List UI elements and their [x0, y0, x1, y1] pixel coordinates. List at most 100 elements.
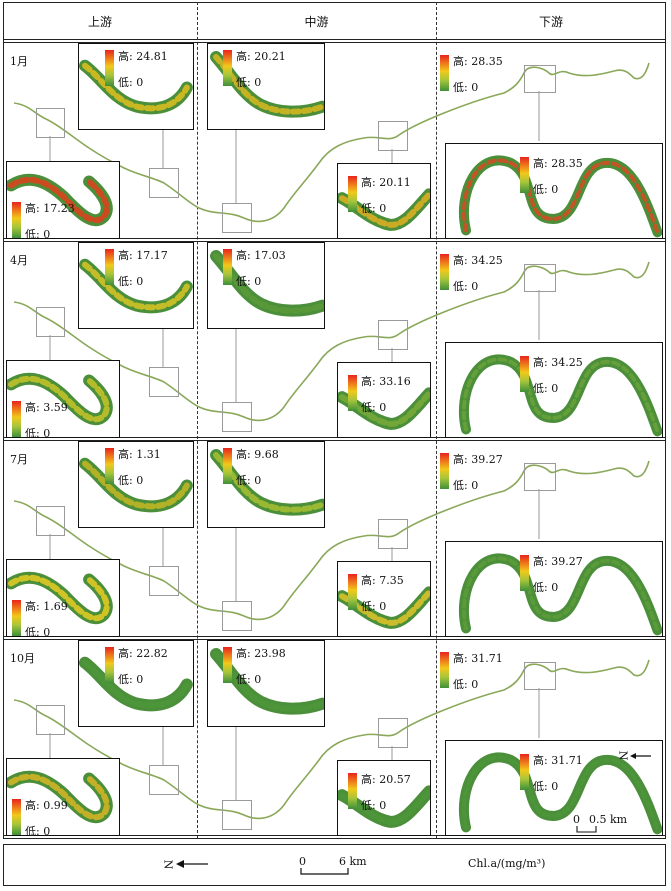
scale-zero: 0: [299, 855, 306, 868]
legend-color-ramp: [440, 453, 449, 489]
month-label: 1月: [10, 55, 28, 68]
inset-river: [79, 59, 193, 115]
legend-high-value: 高: 0.99: [25, 799, 68, 812]
legend-high-value: 高: 22.82: [118, 647, 168, 660]
zoom-box: [378, 320, 408, 350]
upstream-large-inset: 高: 1.69 低: 0: [6, 559, 120, 637]
inset-river: [458, 354, 662, 437]
legend-color-ramp: [520, 754, 529, 790]
inset-river: [458, 155, 662, 238]
zoom-box: [149, 765, 179, 795]
inset-scale-end: 0.5 km: [589, 813, 628, 826]
month-panel: 4月 高: 17.17 低: 0 高: 3.59 低: 0 高: 17.03 低: 0 高: …: [3, 241, 666, 438]
legend-low-value: 低: 0: [361, 202, 387, 215]
legend-high-value: 高: 20.21: [236, 50, 286, 63]
downstream-top-legend: 高: 34.25 低: 0: [440, 254, 510, 294]
inset-river: [79, 656, 193, 712]
upstream-large-inset: 高: 3.59 低: 0: [6, 360, 120, 438]
inset-legend: 高: 9.68 低: 0: [223, 448, 293, 488]
legend-high-value: 高: 20.57: [361, 773, 411, 786]
zoom-box: [222, 800, 252, 830]
legend-color-ramp: [520, 555, 529, 591]
inset-legend: 高: 28.35 低: 0: [520, 157, 590, 197]
midstream-top-inset: 高: 9.68 低: 0: [207, 441, 325, 528]
legend-low-value: 低: 0: [361, 401, 387, 414]
legend-low-value: 低: 0: [533, 780, 559, 793]
main-river-map: [13, 62, 650, 223]
month-label: 7月: [10, 453, 28, 466]
legend-low-value: 低: 0: [25, 626, 51, 637]
legend-color-ramp: [223, 249, 232, 285]
upstream-small-inset: 高: 1.31 低: 0: [78, 441, 194, 528]
inset-north-arrow-icon: [630, 753, 651, 759]
legend-color-ramp: [223, 448, 232, 484]
midstream-small-inset: 高: 20.11 低: 0: [337, 163, 431, 239]
inset-legend: 高: 34.25 低: 0: [520, 356, 590, 396]
legend-high-value: 高: 39.27: [453, 453, 503, 466]
downstream-large-inset: 高: 39.27 低: 0: [445, 541, 663, 637]
legend-high-value: 高: 9.68: [236, 448, 279, 461]
legend-color-ramp: [12, 600, 21, 636]
month-panel: 7月 高: 1.31 低: 0 高: 1.69 低: 0 高: 9.68 低: 0 高: 7.…: [3, 440, 666, 637]
legend-low-value: 低: 0: [453, 280, 479, 293]
inset-river: [7, 173, 113, 227]
inset-north-label: N: [616, 750, 630, 761]
zoom-box: [149, 168, 179, 198]
legend-low-value: 低: 0: [236, 474, 262, 487]
scale-end: 6 km: [339, 855, 367, 868]
legend-color-ramp: [348, 176, 357, 212]
legend-color-ramp: [223, 50, 232, 86]
legend-high-value: 高: 20.11: [361, 176, 411, 189]
legend-high-value: 高: 17.23: [25, 202, 75, 215]
zoom-box: [149, 367, 179, 397]
midstream-small-inset: 高: 20.57 低: 0: [337, 760, 431, 836]
legend-high-value: 高: 31.71: [533, 754, 583, 767]
zoom-box: [149, 566, 179, 596]
zoom-box: [36, 307, 65, 337]
legend-color-ramp: [520, 157, 529, 193]
zoom-box: [222, 203, 252, 233]
header-upstream: 上游: [87, 15, 112, 29]
legend-color-ramp: [12, 202, 21, 238]
upstream-small-inset: 高: 17.17 低: 0: [78, 242, 194, 329]
legend-low-value: 低: 0: [453, 678, 479, 691]
inset-scale-zero: 0: [573, 813, 580, 826]
month-panel: 1月 高: 24.81 低: 0 高: 17.23 低: 0 高: 20.21 低: 0 高:…: [3, 42, 666, 239]
inset-legend: 高: 17.17 低: 0: [105, 249, 175, 289]
legend-low-value: 低: 0: [533, 183, 559, 196]
inset-legend: 高: 0.99 低: 0: [12, 799, 82, 836]
midstream-top-inset: 高: 20.21 低: 0: [207, 43, 325, 130]
legend-color-ramp: [348, 773, 357, 809]
zoom-box: [524, 65, 556, 93]
inset-legend: 高: 20.57 低: 0: [348, 773, 418, 813]
downstream-large-inset: 高: 34.25 低: 0: [445, 342, 663, 438]
zoom-box: [378, 519, 408, 549]
legend-high-value: 高: 39.27: [533, 555, 583, 568]
legend-high-value: 高: 28.35: [453, 55, 503, 68]
inset-legend: 高: 1.31 低: 0: [105, 448, 175, 488]
upstream-small-inset: 高: 22.82 低: 0: [78, 640, 194, 727]
downstream-top-legend: 高: 28.35 低: 0: [440, 55, 510, 95]
legend-low-value: 低: 0: [453, 81, 479, 94]
zoom-box: [36, 108, 65, 138]
inset-legend: 高: 20.11 低: 0: [348, 176, 418, 216]
legend-high-value: 高: 1.69: [25, 600, 68, 613]
main-river-map: [13, 659, 650, 820]
legend-color-ramp: [440, 55, 449, 91]
legend-low-value: 低: 0: [25, 825, 51, 836]
legend-color-ramp: [105, 249, 114, 285]
legend-high-value: 高: 17.03: [236, 249, 286, 262]
inset-legend: 高: 3.59 低: 0: [12, 401, 82, 437]
legend-color-ramp: [12, 401, 21, 437]
legend-high-value: 高: 7.35: [361, 574, 404, 587]
zoom-box: [36, 506, 65, 536]
zoom-box: [524, 463, 556, 491]
legend-color-ramp: [520, 356, 529, 392]
month-label: 10月: [10, 652, 35, 665]
inset-legend: 高: 22.82 低: 0: [105, 647, 175, 687]
legend-low-value: 低: 0: [25, 228, 51, 239]
downstream-top-legend: 高: 39.27 低: 0: [440, 453, 510, 493]
header-midstream: 中游: [304, 15, 329, 29]
zoom-box: [222, 601, 252, 631]
zoom-box: [378, 718, 408, 748]
